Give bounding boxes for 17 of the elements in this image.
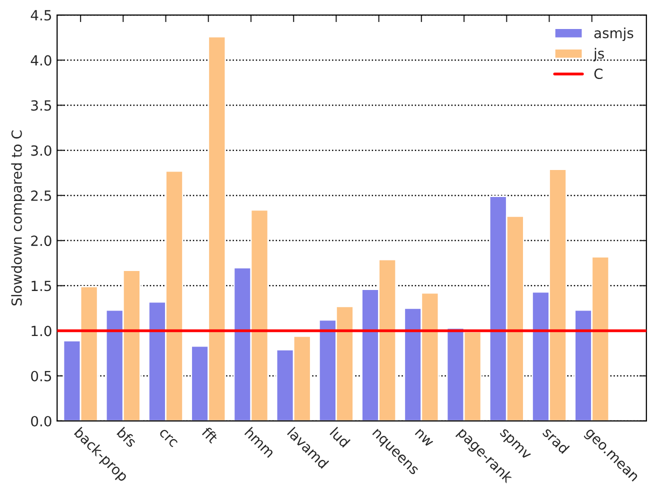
legend-label: js	[593, 48, 604, 62]
x-tick-label: crc	[158, 428, 178, 448]
x-tick-label: lud	[330, 426, 350, 448]
x-tick-label: fft	[201, 426, 219, 444]
y-axis-title: Slowdown compared to C	[11, 130, 25, 306]
y-tick-label: 3.5	[31, 100, 52, 111]
y-tick-label: 2.0	[31, 236, 52, 246]
y-tick-label: 1.5	[32, 280, 52, 292]
y-tick-label: 2.5	[31, 190, 52, 201]
y-tick-label: 3.0	[31, 145, 52, 156]
y-tick-label: 0.5	[31, 370, 52, 382]
y-tick-label: 0.0	[31, 416, 52, 426]
legend-label: asmjs	[594, 28, 634, 41]
y-tick-label: 4.5	[30, 10, 52, 21]
y-tick-label: 4.0	[30, 55, 52, 66]
legend-label: C	[594, 68, 602, 80]
y-tick-label: 1.0	[32, 326, 52, 336]
